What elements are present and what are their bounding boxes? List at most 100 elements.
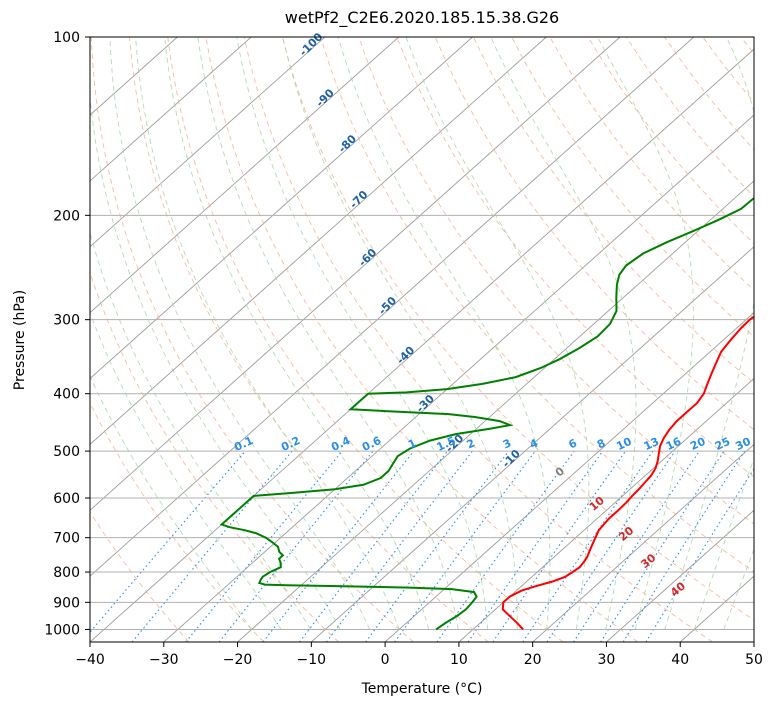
mixing-ratio-label: 10 xyxy=(614,435,634,453)
moist-adiabat-line xyxy=(597,37,694,630)
moist-adiabat-line xyxy=(197,37,459,630)
isotherm-label: -60 xyxy=(356,246,379,269)
mixing-ratio-line xyxy=(218,450,374,642)
mixing-ratio-line xyxy=(645,467,754,642)
moist-adiabat-line xyxy=(90,311,282,630)
dewpoint-profile-line xyxy=(219,197,754,631)
moist-adiabat-line xyxy=(693,456,754,630)
plot-frame xyxy=(89,36,755,643)
isotherm-label: -90 xyxy=(313,86,336,109)
mixing-ratio-label: 20 xyxy=(688,435,708,453)
moist-adiabat-line xyxy=(236,37,489,630)
dry-adiabat-line xyxy=(90,37,414,642)
mixing-ratio-line xyxy=(467,450,604,642)
x-tick-label: −10 xyxy=(297,652,327,668)
isotherm-line xyxy=(90,37,695,577)
dry-adiabat-line xyxy=(243,37,713,642)
dry-adiabat-line xyxy=(320,37,754,573)
mixing-ratio-line xyxy=(522,450,654,642)
moist-adiabat-label: 40 xyxy=(668,579,688,599)
x-axis-label: Temperature (°C) xyxy=(361,681,483,697)
mixing-ratio-line xyxy=(365,450,510,642)
y-axis-ticks: 100 200 300 400 500 600 700 800 900 1000 xyxy=(44,30,90,638)
isotherm-line xyxy=(237,180,754,642)
x-tick-label: 0 xyxy=(381,652,390,668)
moist-adiabat-line xyxy=(405,37,590,630)
moist-adiabat-label: 20 xyxy=(616,524,636,544)
x-tick-label: 50 xyxy=(745,652,763,668)
dry-adiabat-line xyxy=(511,37,754,338)
isotherm-line xyxy=(532,443,754,642)
moist-adiabat-line xyxy=(164,37,430,630)
mixing-ratio-line xyxy=(492,450,626,642)
isotherm-line xyxy=(679,575,754,642)
dry-adiabat-line xyxy=(129,37,489,642)
dry-adiabat-line xyxy=(702,37,754,103)
dry-adiabat-line xyxy=(740,37,754,55)
isotherm-line xyxy=(90,37,399,314)
x-axis-ticks: −40 −30 −20 −10 0 10 20 30 40 50 xyxy=(75,642,763,668)
dry-adiabat-line xyxy=(167,37,564,642)
moist-adiabat-line xyxy=(664,37,754,630)
isotherm-line xyxy=(606,509,754,642)
y-tick-label: 800 xyxy=(53,565,80,581)
isotherm-label: -40 xyxy=(394,343,417,366)
isotherm-line xyxy=(458,377,754,642)
isotherm-line xyxy=(90,37,621,511)
isotherm-label: -70 xyxy=(347,188,370,211)
isotherm-line xyxy=(753,641,754,642)
moist-adiabat-line xyxy=(109,37,371,630)
dry-adiabat-line xyxy=(472,37,754,384)
isotherm-line xyxy=(90,37,326,248)
mixing-ratio-line xyxy=(573,450,700,642)
mixing-ratio-label: 25 xyxy=(713,435,732,453)
dry-adiabat-line xyxy=(664,37,754,151)
pressure-grid xyxy=(90,37,754,630)
background-lines xyxy=(90,37,754,642)
profile-curves xyxy=(219,197,754,631)
y-axis-label: Pressure (hPa) xyxy=(12,290,28,390)
isotherm-label: -80 xyxy=(336,132,359,155)
mixing-ratio-line xyxy=(436,450,575,642)
mixing-ratio-label: 30 xyxy=(733,435,753,453)
dry-adiabat-line xyxy=(434,37,754,431)
mixing-ratio-line xyxy=(131,450,293,642)
dry-adiabat-line xyxy=(90,271,339,642)
moist-adiabat-line xyxy=(490,37,637,630)
chart-title: wetPf2_C2E6.2020.185.15.38.G26 xyxy=(284,8,560,27)
y-tick-label: 700 xyxy=(53,531,80,547)
y-tick-label: 900 xyxy=(53,595,80,611)
y-tick-label: 300 xyxy=(53,313,80,329)
y-tick-label: 400 xyxy=(53,387,80,403)
isotherm-line xyxy=(163,114,754,642)
y-tick-label: 1000 xyxy=(44,622,80,638)
isotherm-label: -100 xyxy=(297,30,326,59)
mixing-ratio-line xyxy=(325,450,473,642)
mixing-ratio-line xyxy=(600,450,725,642)
moist-adiabat-line xyxy=(282,37,518,630)
moist-adiabat-line xyxy=(90,231,311,630)
dry-adiabat-line xyxy=(396,37,754,478)
dry-adiabat-line xyxy=(90,511,190,642)
isotherm-line xyxy=(90,37,252,182)
mixing-ratio-label: 4 xyxy=(528,436,541,451)
mixing-ratio-line xyxy=(185,450,343,642)
mixing-ratio-label: 13 xyxy=(642,435,661,453)
temperature-profile-line xyxy=(501,315,754,631)
y-tick-label: 200 xyxy=(53,208,80,224)
x-tick-label: −20 xyxy=(223,652,253,668)
dry-adiabat-line xyxy=(281,37,754,621)
mixing-ratio-label: 2 xyxy=(465,436,477,451)
mixing-ratio-line xyxy=(262,450,415,642)
mixing-ratio-label: 6 xyxy=(567,436,580,451)
y-tick-label: 100 xyxy=(53,30,80,46)
moist-adiabat-line xyxy=(90,92,341,630)
x-tick-label: 30 xyxy=(598,652,616,668)
isotherm-line xyxy=(90,37,547,446)
mixing-ratio-line xyxy=(622,450,746,642)
moist-adiabat-line xyxy=(337,37,551,630)
y-tick-label: 500 xyxy=(53,444,80,460)
mixing-ratio-line xyxy=(394,450,536,642)
x-tick-label: −40 xyxy=(75,652,105,668)
x-tick-label: 10 xyxy=(450,652,468,668)
